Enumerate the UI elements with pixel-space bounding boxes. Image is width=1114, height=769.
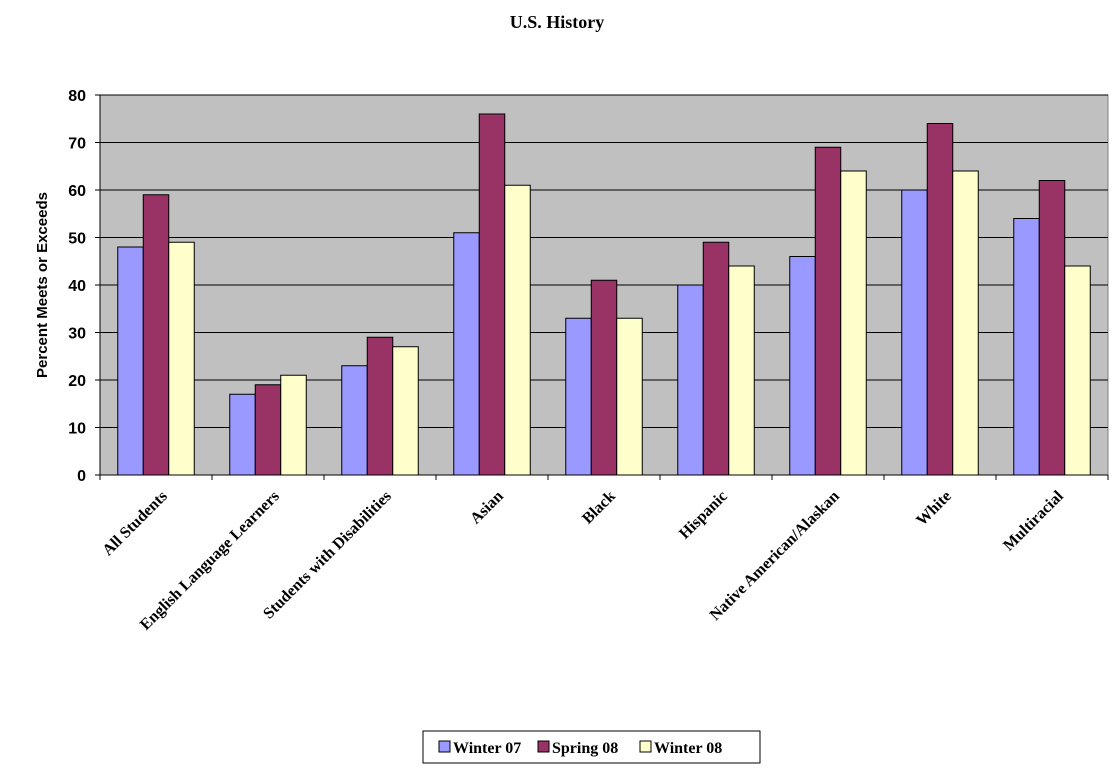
- bar-winter-08-7: [952, 170, 979, 476]
- x-tick-label: Students with Disabilities: [260, 488, 395, 623]
- bar-winter-07-3: [453, 232, 480, 476]
- x-tick-label: Multiracial: [1000, 487, 1067, 554]
- y-tick-label: 30: [68, 326, 86, 343]
- y-tick-label: 80: [68, 88, 86, 105]
- legend-box: [422, 730, 761, 764]
- bar-winter-08-2: [392, 346, 419, 476]
- x-tick-label: Native American/Alaskan: [707, 488, 843, 624]
- bar-winter-07-4: [565, 317, 592, 476]
- x-tick-label: Hispanic: [676, 488, 731, 543]
- bar-winter-08-0: [168, 241, 195, 476]
- legend-swatch: [438, 740, 451, 753]
- bar-winter-08-5: [728, 265, 755, 476]
- x-tick-label: Black: [579, 488, 619, 528]
- bar-winter-07-1: [229, 393, 256, 476]
- legend-label: Spring 08: [552, 740, 618, 757]
- bar-winter-08-4: [616, 317, 643, 476]
- bar-spring-08-2: [366, 336, 394, 476]
- bar-winter-08-3: [504, 184, 531, 476]
- y-tick-labels: 0 10 20 30 40 50 60 70 80: [68, 88, 86, 485]
- bar-spring-08-1: [254, 384, 282, 476]
- bar-spring-08-8: [1038, 180, 1066, 476]
- legend-label: Winter 08: [654, 740, 722, 757]
- y-axis-label: Percent Meets or Exceeds: [34, 192, 51, 378]
- y-tick-label: 40: [68, 278, 86, 295]
- bar-winter-07-2: [341, 365, 368, 476]
- bar-spring-08-0: [142, 194, 170, 476]
- x-tick-label: All Students: [99, 488, 170, 559]
- bars: [117, 113, 1091, 476]
- chart-title: U.S. History: [510, 12, 605, 32]
- y-tick-label: 10: [68, 421, 86, 438]
- axes: [95, 94, 1109, 480]
- bar-spring-08-7: [926, 123, 954, 476]
- legend-swatch: [639, 740, 652, 753]
- bar-winter-08-1: [280, 374, 307, 476]
- y-tick-label: 20: [68, 373, 86, 390]
- legend-swatch: [537, 740, 550, 753]
- bar-winter-07-0: [117, 246, 144, 476]
- legend: Winter 07 Spring 08 Winter 08: [422, 730, 761, 764]
- bar-spring-08-5: [702, 241, 730, 476]
- bar-winter-08-6: [840, 170, 867, 476]
- x-tick-label: White: [913, 488, 955, 530]
- y-tick-label: 70: [68, 136, 86, 153]
- bar-winter-07-6: [789, 256, 816, 476]
- bar-spring-08-6: [814, 146, 842, 476]
- y-tick-label: 60: [68, 183, 86, 200]
- bar-winter-07-5: [677, 284, 704, 476]
- bar-spring-08-4: [590, 279, 618, 476]
- y-tick-label: 50: [68, 231, 86, 248]
- legend-label: Winter 07: [453, 740, 521, 757]
- x-tick-label: Asian: [467, 488, 507, 528]
- bar-winter-08-8: [1064, 265, 1091, 476]
- y-tick-label: 0: [77, 468, 86, 485]
- bar-spring-08-3: [478, 113, 506, 476]
- bar-winter-07-8: [1013, 218, 1040, 476]
- bar-winter-07-7: [901, 189, 928, 476]
